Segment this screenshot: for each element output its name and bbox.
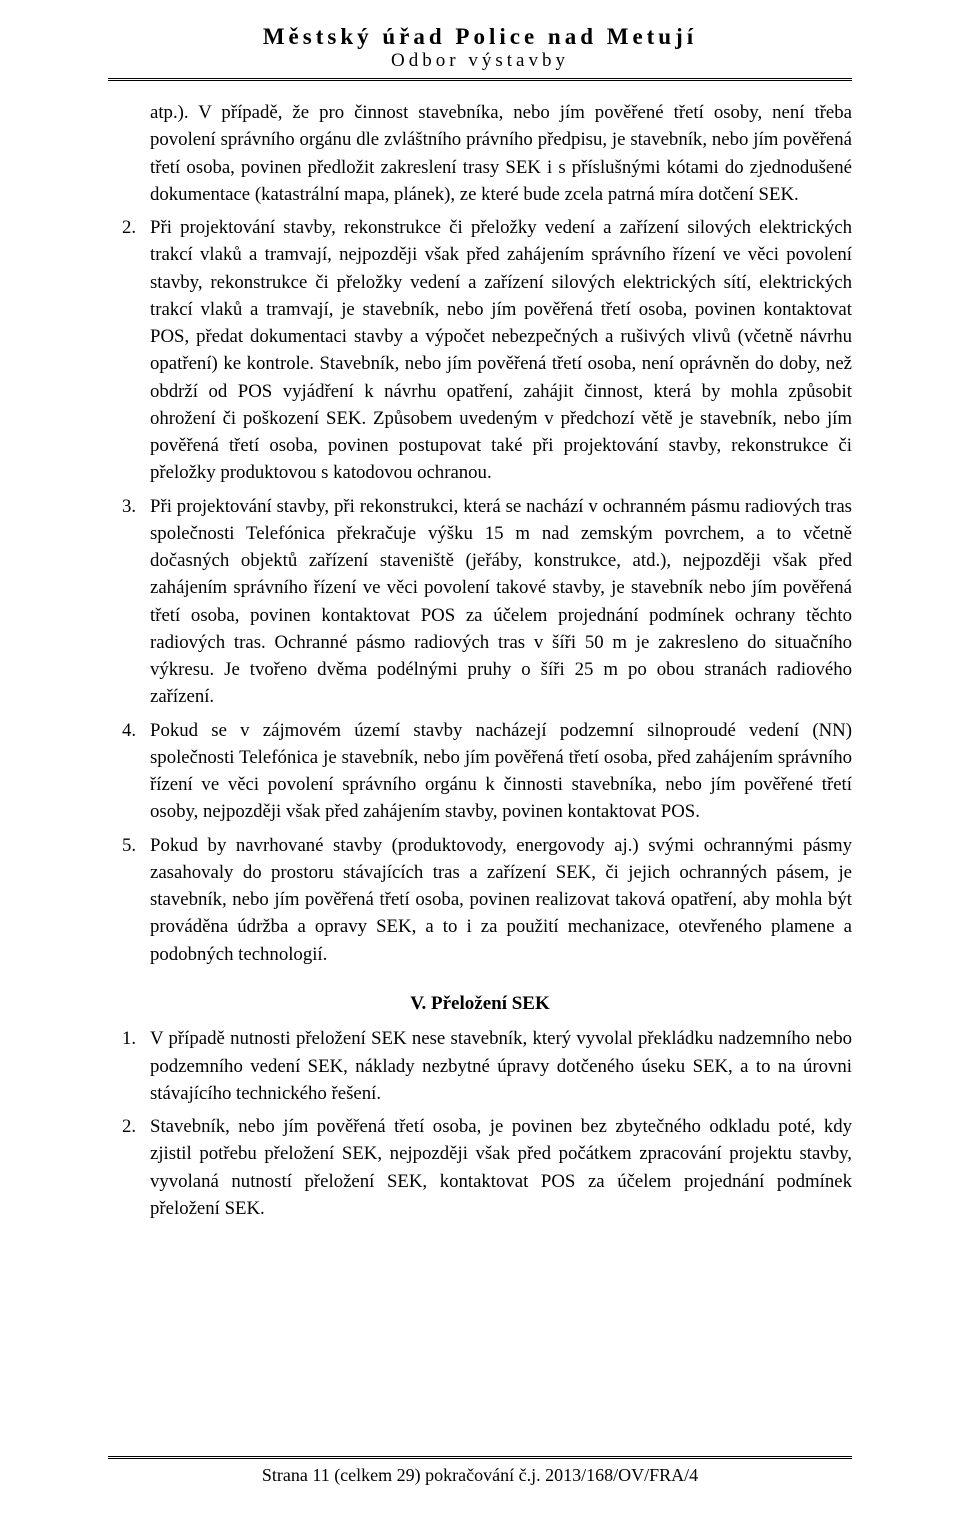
item-number: 2. <box>122 1113 136 1140</box>
list-item: 3. Při projektování stavby, při rekonstr… <box>108 493 852 711</box>
page-footer: Strana 11 (celkem 29) pokračování č.j. 2… <box>108 1456 852 1486</box>
item-number: 3. <box>122 493 136 520</box>
header-subtitle: Odbor výstavby <box>108 50 852 72</box>
item-text: Pokud se v zájmovém území stavby nacháze… <box>150 720 852 823</box>
item-number: 4. <box>122 717 136 744</box>
item-text: Stavebník, nebo jím pověřená třetí osoba… <box>150 1116 852 1219</box>
list-item: 2. Stavebník, nebo jím pověřená třetí os… <box>108 1113 852 1222</box>
list-item: 1. V případě nutnosti přeložení SEK nese… <box>108 1025 852 1107</box>
numbered-list-2: 1. V případě nutnosti přeložení SEK nese… <box>108 1025 852 1222</box>
header-title: Městský úřad Police nad Metují <box>108 24 852 50</box>
item-text: Při projektování stavby, při rekonstrukc… <box>150 496 852 708</box>
item-number: 5. <box>122 832 136 859</box>
numbered-list-1: 2. Při projektování stavby, rekonstrukce… <box>108 214 852 968</box>
item-text: Pokud by navrhované stavby (produktovody… <box>150 835 852 965</box>
list-item: 4. Pokud se v zájmovém území stavby nach… <box>108 717 852 826</box>
item-text: Při projektování stavby, rekonstrukce či… <box>150 217 852 483</box>
item-number: 1. <box>122 1025 136 1052</box>
continuation-paragraph: atp.). V případě, že pro činnost stavebn… <box>108 99 852 208</box>
list-item: 5. Pokud by navrhované stavby (produktov… <box>108 832 852 968</box>
document-page: Městský úřad Police nad Metují Odbor výs… <box>0 0 960 1516</box>
list-item: 2. Při projektování stavby, rekonstrukce… <box>108 214 852 487</box>
item-text: V případě nutnosti přeložení SEK nese st… <box>150 1028 852 1104</box>
item-number: 2. <box>122 214 136 241</box>
page-header: Městský úřad Police nad Metují Odbor výs… <box>108 24 852 81</box>
section-heading: V. Přeložení SEK <box>108 990 852 1018</box>
document-body: atp.). V případě, že pro činnost stavebn… <box>108 99 852 1422</box>
